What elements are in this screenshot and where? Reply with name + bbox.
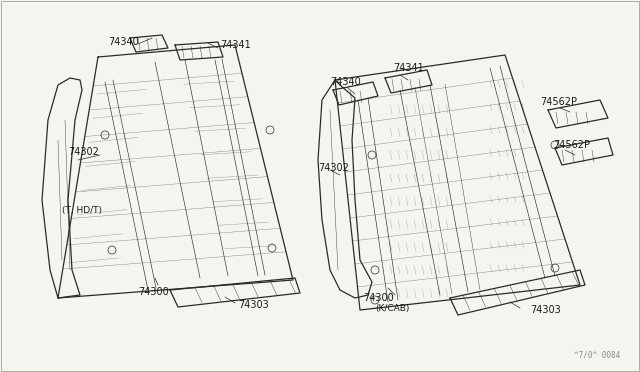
Text: 74300: 74300 [363, 293, 394, 303]
Text: 74562P: 74562P [540, 97, 577, 107]
Text: (T, HD/T): (T, HD/T) [62, 205, 102, 215]
Text: 74341: 74341 [220, 40, 251, 50]
Text: (K/CAB): (K/CAB) [375, 304, 410, 312]
Text: 74562P: 74562P [553, 140, 590, 150]
Text: 74340: 74340 [108, 37, 139, 47]
Text: ^7/0^ 0084: ^7/0^ 0084 [573, 351, 620, 360]
Text: 74300: 74300 [138, 287, 169, 297]
Text: 74341: 74341 [393, 63, 424, 73]
Text: 74302: 74302 [318, 163, 349, 173]
Text: 74302: 74302 [68, 147, 99, 157]
Text: 74303: 74303 [530, 305, 561, 315]
Text: 74303: 74303 [238, 300, 269, 310]
Text: 74340: 74340 [330, 77, 361, 87]
